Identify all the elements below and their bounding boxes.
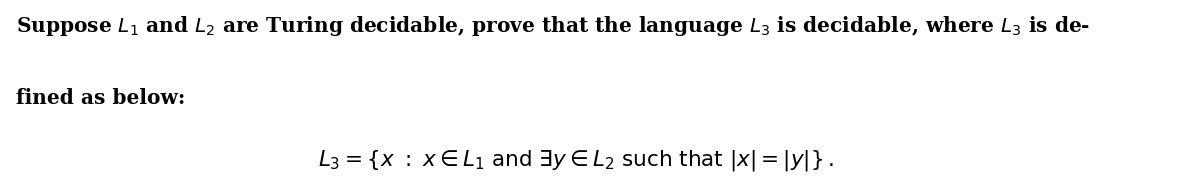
Text: Suppose $L_1$ and $L_2$ are Turing decidable, prove that the language $L_3$ is d: Suppose $L_1$ and $L_2$ are Turing decid… <box>16 14 1090 38</box>
Text: $L_3 = \{x\ :\ x \in L_1\ \text{and}\ \exists y \in L_2\ \text{such that}\ |x| =: $L_3 = \{x\ :\ x \in L_1\ \text{and}\ \e… <box>318 148 834 173</box>
Text: fined as below:: fined as below: <box>16 88 185 108</box>
